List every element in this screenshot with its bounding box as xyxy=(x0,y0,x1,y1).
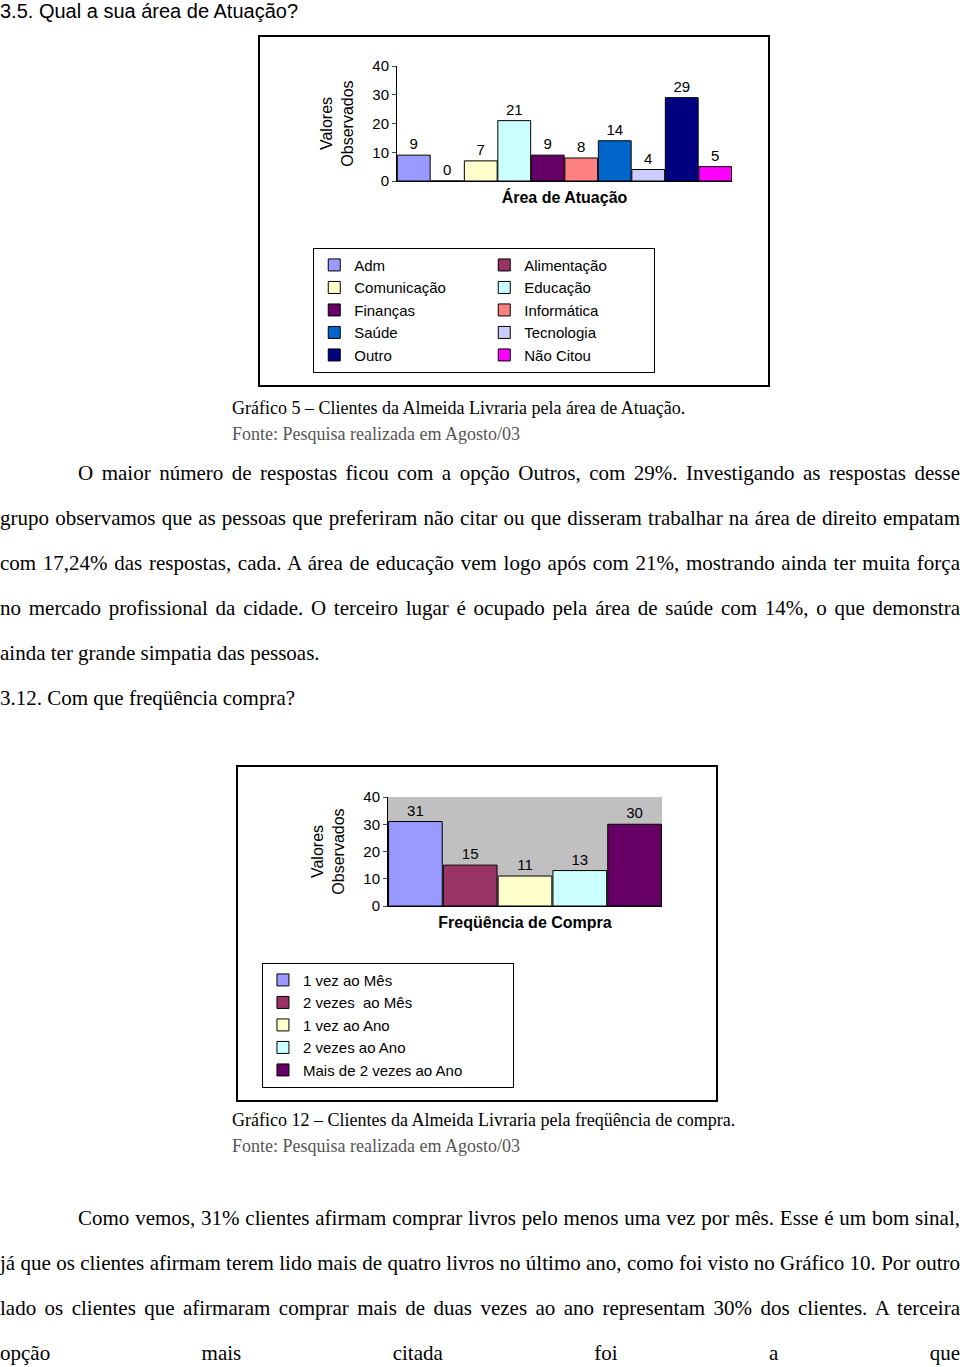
html-text:Como vemos, 31% clientes afirm: Como vemos, 31% clientes afirmam comprar… xyxy=(0,1206,960,1365)
svg-text:Freqüência de Compra: Freqüência de Compra xyxy=(438,914,611,931)
svg-text:ValoresObservados: ValoresObservados xyxy=(318,80,356,166)
html-text:Gráfico 12 – Clientes da Almei: Gráfico 12 – Clientes da Almeida Livrari… xyxy=(232,1110,736,1130)
svg-text:5: 5 xyxy=(711,147,719,164)
html-text:Gráfico 5 – Clientes da Almeid: Gráfico 5 – Clientes da Almeida Livraria… xyxy=(232,398,686,418)
svg-text:20: 20 xyxy=(372,115,389,132)
svg-text:ValoresObservados: ValoresObservados xyxy=(309,808,347,894)
svg-text:30: 30 xyxy=(372,86,389,103)
svg-text:0: 0 xyxy=(381,172,389,189)
svg-text:10: 10 xyxy=(363,870,380,887)
svg-text:2 vezes ao Mês: 2 vezes ao Mês xyxy=(303,994,412,1011)
svg-text:1 vez ao Mês: 1 vez ao Mês xyxy=(303,972,392,989)
html-text:O maior número de respostas fi: O maior número de respostas ficou com a … xyxy=(0,461,960,665)
svg-text:Comunicação: Comunicação xyxy=(354,279,446,296)
svg-text:Não Citou: Não Citou xyxy=(524,347,591,364)
svg-text:Mais de 2 vezes ao Ano: Mais de 2 vezes ao Ano xyxy=(303,1062,462,1079)
svg-text:1 vez ao Ano: 1 vez ao Ano xyxy=(303,1017,390,1034)
svg-text:Área de Atuação: Área de Atuação xyxy=(502,188,628,206)
svg-text:13: 13 xyxy=(571,851,588,868)
svg-text:10: 10 xyxy=(372,144,389,161)
html-text:3.5. Qual a sua área de Atuaçã: 3.5. Qual a sua área de Atuação? xyxy=(0,0,298,22)
svg-text:Saúde: Saúde xyxy=(354,324,397,341)
html-text:Fonte: Pesquisa realizada em A: Fonte: Pesquisa realizada em Agosto/03 xyxy=(232,1136,520,1156)
html-text:Fonte: Pesquisa realizada em A: Fonte: Pesquisa realizada em Agosto/03 xyxy=(232,424,520,444)
svg-text:29: 29 xyxy=(673,78,690,95)
svg-text:0: 0 xyxy=(443,161,451,178)
svg-text:0: 0 xyxy=(372,897,380,914)
svg-text:40: 40 xyxy=(363,788,380,805)
svg-text:9: 9 xyxy=(410,135,418,152)
svg-text:Adm: Adm xyxy=(354,257,385,274)
svg-text:14: 14 xyxy=(606,121,623,138)
svg-text:Alimentação: Alimentação xyxy=(524,257,607,274)
svg-text:11: 11 xyxy=(517,856,533,873)
svg-text:30: 30 xyxy=(363,816,380,833)
html-text:3.12. Com que freqüência compr: 3.12. Com que freqüência compra? xyxy=(0,686,296,710)
svg-text:9: 9 xyxy=(544,135,552,152)
svg-text:Educação: Educação xyxy=(524,279,591,296)
svg-text:15: 15 xyxy=(462,845,479,862)
svg-text:8: 8 xyxy=(577,138,585,155)
svg-text:4: 4 xyxy=(644,150,652,167)
svg-text:31: 31 xyxy=(407,802,424,819)
svg-text:Outro: Outro xyxy=(354,347,392,364)
svg-text:7: 7 xyxy=(477,141,485,158)
svg-text:40: 40 xyxy=(372,57,389,74)
svg-text:Tecnologia: Tecnologia xyxy=(524,324,596,341)
svg-text:Finanças: Finanças xyxy=(354,302,415,319)
svg-text:20: 20 xyxy=(363,843,380,860)
svg-text:Informática: Informática xyxy=(524,302,599,319)
svg-text:21: 21 xyxy=(506,101,523,118)
svg-text:2 vezes ao Ano: 2 vezes ao Ano xyxy=(303,1039,406,1056)
svg-text:30: 30 xyxy=(626,804,643,821)
